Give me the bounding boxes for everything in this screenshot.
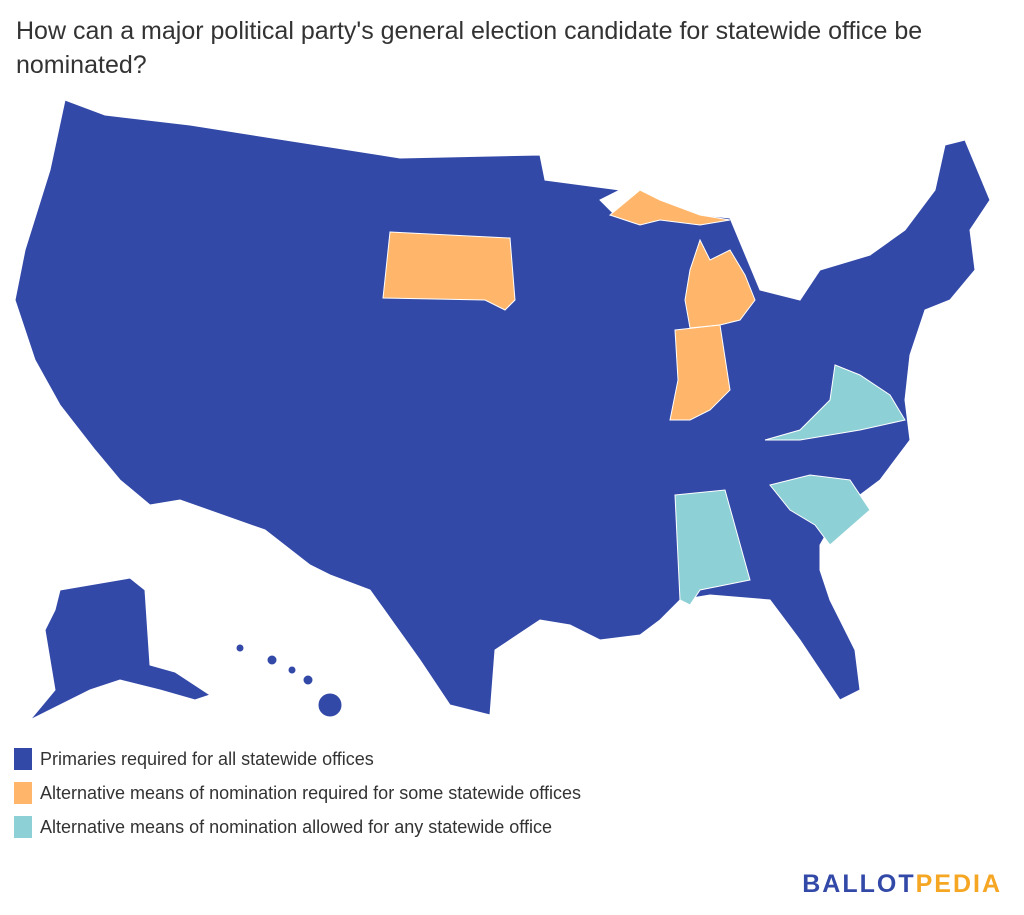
state-alabama: [674, 489, 751, 606]
state-michigan-upper: [608, 189, 731, 226]
state-indiana: [669, 324, 731, 421]
state-alaska: [29, 577, 212, 721]
state-south-dakota: [382, 231, 516, 311]
legend: Primaries required for all statewide off…: [14, 742, 581, 844]
state-michigan-lower: [684, 238, 756, 329]
legend-label: Alternative means of nomination required…: [40, 782, 581, 803]
legend-item-primaries: Primaries required for all statewide off…: [14, 742, 581, 776]
legend-item-alt-allowed: Alternative means of nomination allowed …: [14, 810, 581, 844]
legend-item-alt-required: Alternative means of nomination required…: [14, 776, 581, 810]
legend-swatch: [14, 782, 32, 804]
state-hawaii: [235, 643, 343, 718]
legend-label: Primaries required for all statewide off…: [40, 748, 374, 769]
legend-swatch: [14, 816, 32, 838]
logo-part-pedia: PEDIA: [915, 870, 1002, 898]
legend-label: Alternative means of nomination allowed …: [40, 816, 552, 837]
state-virginia: [764, 364, 906, 441]
state-south-carolina: [769, 474, 871, 546]
logo-part-ballot: BALLOT: [802, 870, 916, 898]
ballotpedia-logo: BALLOTPEDIA: [802, 870, 1002, 899]
map-title: How can a major political party's genera…: [16, 17, 923, 79]
legend-swatch: [14, 748, 32, 770]
